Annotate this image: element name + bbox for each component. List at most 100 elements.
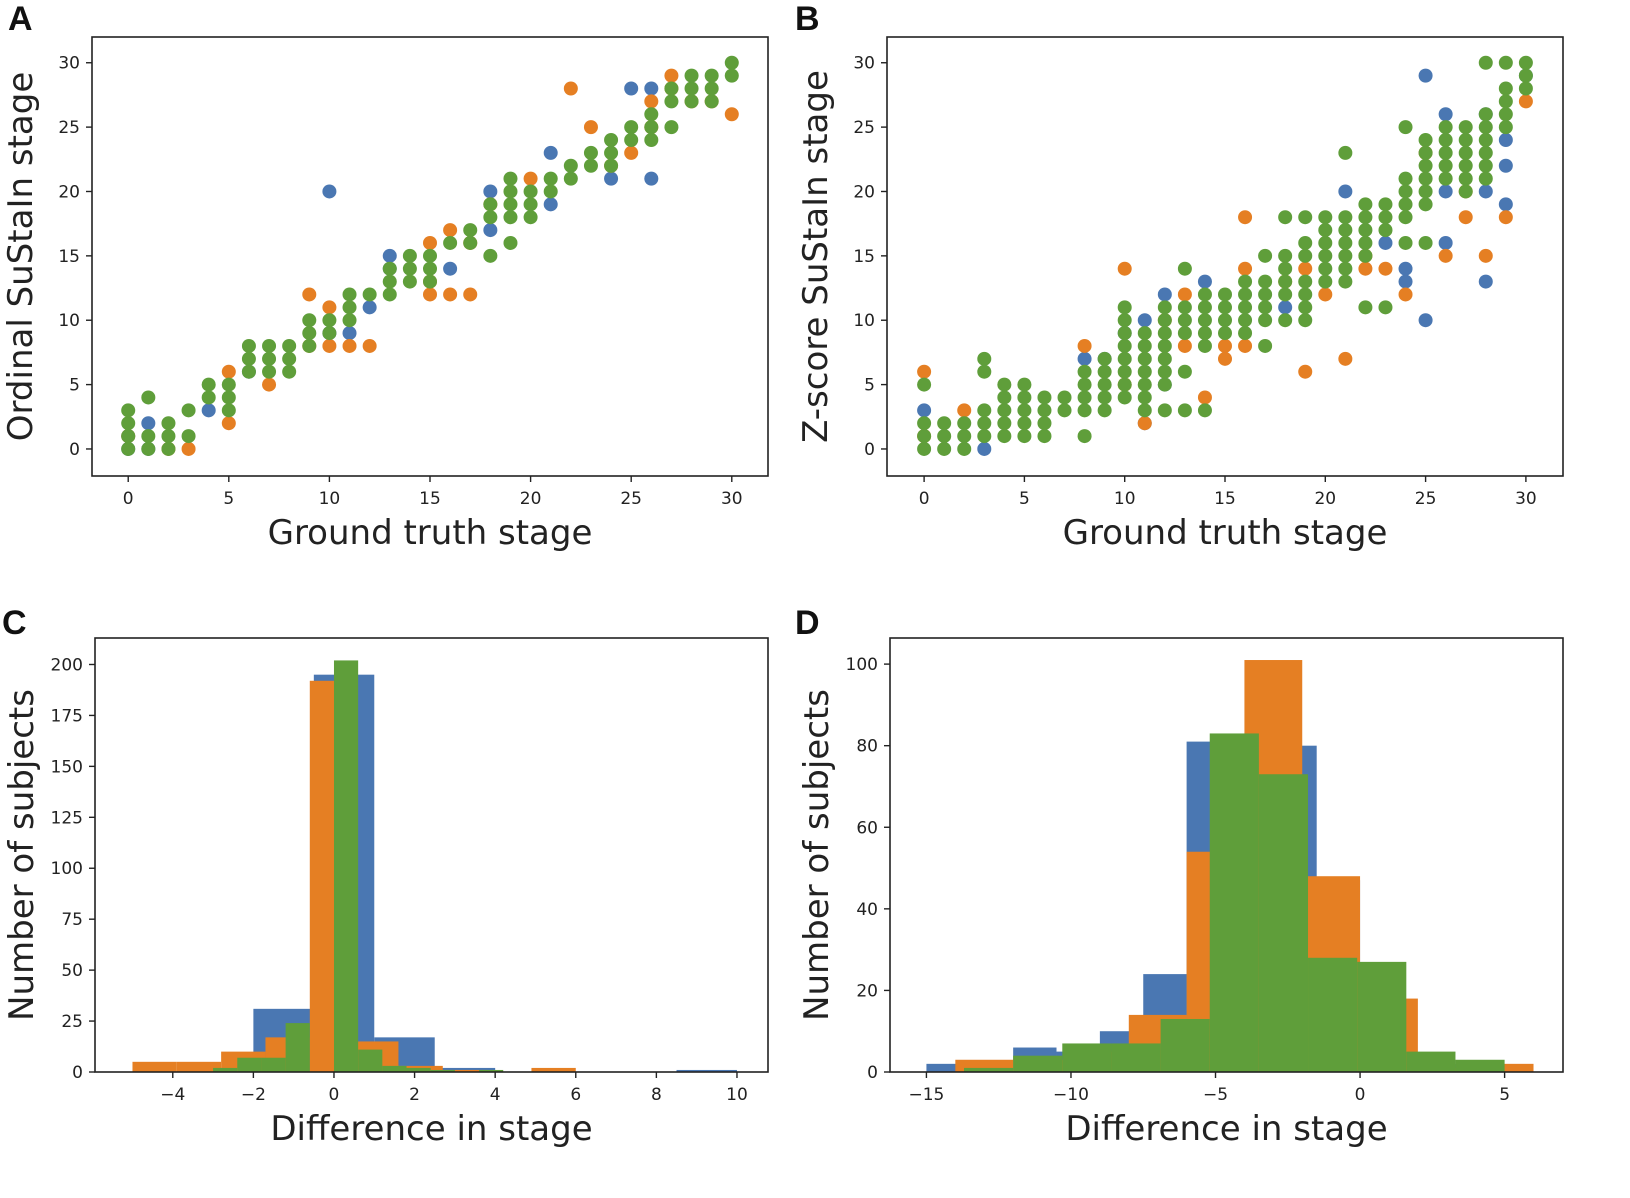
x-axis-label: Ground truth stage xyxy=(268,513,593,553)
scatter-point xyxy=(957,403,972,418)
scatter-point xyxy=(1478,184,1493,199)
scatter-point xyxy=(977,416,992,431)
scatter-point xyxy=(1037,403,1052,418)
scatter-point xyxy=(1258,274,1273,289)
scatter-point xyxy=(1458,184,1473,199)
scatter-point xyxy=(1218,287,1232,302)
scatter-point xyxy=(503,197,518,212)
scatter-point xyxy=(1498,210,1513,225)
x-tick-label: 8 xyxy=(651,1085,662,1105)
scatter-point xyxy=(241,364,256,379)
plot-area xyxy=(121,55,739,456)
y-axis-label: Ordinal SuStaIn stage xyxy=(1,72,41,441)
scatter-point xyxy=(1378,261,1393,276)
scatter-point xyxy=(937,441,952,456)
scatter-point xyxy=(1017,390,1032,405)
y-tick-label: 0 xyxy=(867,1063,878,1083)
x-tick-label: −10 xyxy=(1053,1085,1089,1105)
scatter-point xyxy=(1238,210,1253,225)
scatter-point xyxy=(1278,274,1293,289)
scatter-point xyxy=(1298,364,1313,379)
scatter-point xyxy=(1117,300,1132,315)
x-tick-label: 10 xyxy=(1114,489,1136,509)
scatter-point xyxy=(402,261,417,276)
scatter-point xyxy=(1258,338,1273,353)
scatter-point xyxy=(997,377,1012,392)
scatter-point xyxy=(997,416,1012,431)
x-axis-label: Difference in stage xyxy=(1065,1109,1387,1149)
scatter-point xyxy=(1438,132,1453,147)
scatter-point xyxy=(937,429,952,444)
scatter-point xyxy=(917,364,932,379)
scatter-point xyxy=(917,403,932,418)
scatter-point xyxy=(1238,338,1253,353)
scatter-point xyxy=(322,313,337,328)
scatter-point xyxy=(1137,390,1152,405)
scatter-point xyxy=(1418,145,1433,160)
scatter-point xyxy=(957,429,972,444)
y-tick-label: 100 xyxy=(846,655,878,675)
scatter-point xyxy=(684,94,699,109)
scatter-point xyxy=(523,197,538,212)
histogram-bar xyxy=(237,1057,262,1072)
scatter-point xyxy=(604,158,619,173)
scatter-point xyxy=(1258,287,1273,302)
scatter-point xyxy=(1278,287,1293,302)
scatter-point xyxy=(141,429,156,444)
scatter-point xyxy=(1278,261,1293,276)
scatter-point xyxy=(262,377,277,392)
histogram-bar xyxy=(676,1069,737,1072)
scatter-point xyxy=(1418,158,1433,173)
scatter-point xyxy=(1438,158,1453,173)
scatter-point xyxy=(1197,338,1212,353)
scatter-point xyxy=(1157,300,1172,315)
scatter-point xyxy=(1177,403,1192,418)
scatter-point xyxy=(1438,171,1453,186)
panel-letter-a: A xyxy=(8,0,33,38)
scatter-point xyxy=(1318,210,1333,225)
scatter-point xyxy=(1197,326,1212,341)
scatter-point xyxy=(1438,248,1453,263)
scatter-point xyxy=(1197,300,1212,315)
scatter-point xyxy=(1077,377,1092,392)
y-tick-label: 20 xyxy=(58,182,80,202)
scatter-point xyxy=(1478,171,1493,186)
x-tick-label: 0 xyxy=(123,489,134,509)
scatter-point xyxy=(1458,210,1473,225)
x-tick-label: 0 xyxy=(919,489,930,509)
scatter-point xyxy=(1197,390,1212,405)
scatter-point xyxy=(262,351,277,366)
scatter-point xyxy=(1358,261,1373,276)
histogram-bar xyxy=(1455,1059,1505,1072)
y-tick-label: 200 xyxy=(51,655,83,675)
panel-a: 0 5 10 15 20 25 30 0 5 10 15 20 25 30 Ground truth sta… xyxy=(1,36,769,553)
scatter-point xyxy=(1177,326,1192,341)
scatter-point xyxy=(704,94,719,109)
scatter-point xyxy=(262,364,277,379)
scatter-point xyxy=(1218,300,1232,315)
scatter-point xyxy=(1418,68,1433,83)
scatter-point xyxy=(1338,223,1353,238)
scatter-point xyxy=(1338,184,1353,199)
scatter-point xyxy=(1338,274,1353,289)
scatter-point xyxy=(1077,429,1092,444)
histogram-bar xyxy=(1357,961,1407,1072)
scatter-point xyxy=(443,261,458,276)
histogram-bar xyxy=(1406,1051,1456,1072)
y-tick-label: 0 xyxy=(864,440,875,460)
scatter-point xyxy=(1097,390,1112,405)
scatter-point xyxy=(181,441,196,456)
scatter-point xyxy=(362,300,377,315)
scatter-point xyxy=(342,313,357,328)
scatter-point xyxy=(1498,94,1513,109)
panel-b: 0 5 10 15 20 25 30 0 5 10 15 20 25 30 Ground truth sta… xyxy=(796,36,1564,553)
scatter-point xyxy=(1298,313,1313,328)
scatter-point xyxy=(1077,351,1092,366)
scatter-point xyxy=(1518,55,1533,70)
scatter-point xyxy=(241,338,256,353)
y-tick-label: 25 xyxy=(853,118,875,138)
scatter-point xyxy=(1518,81,1533,96)
x-tick-label: 25 xyxy=(1415,489,1437,509)
scatter-point xyxy=(483,223,498,238)
series-series3 xyxy=(964,733,1505,1072)
